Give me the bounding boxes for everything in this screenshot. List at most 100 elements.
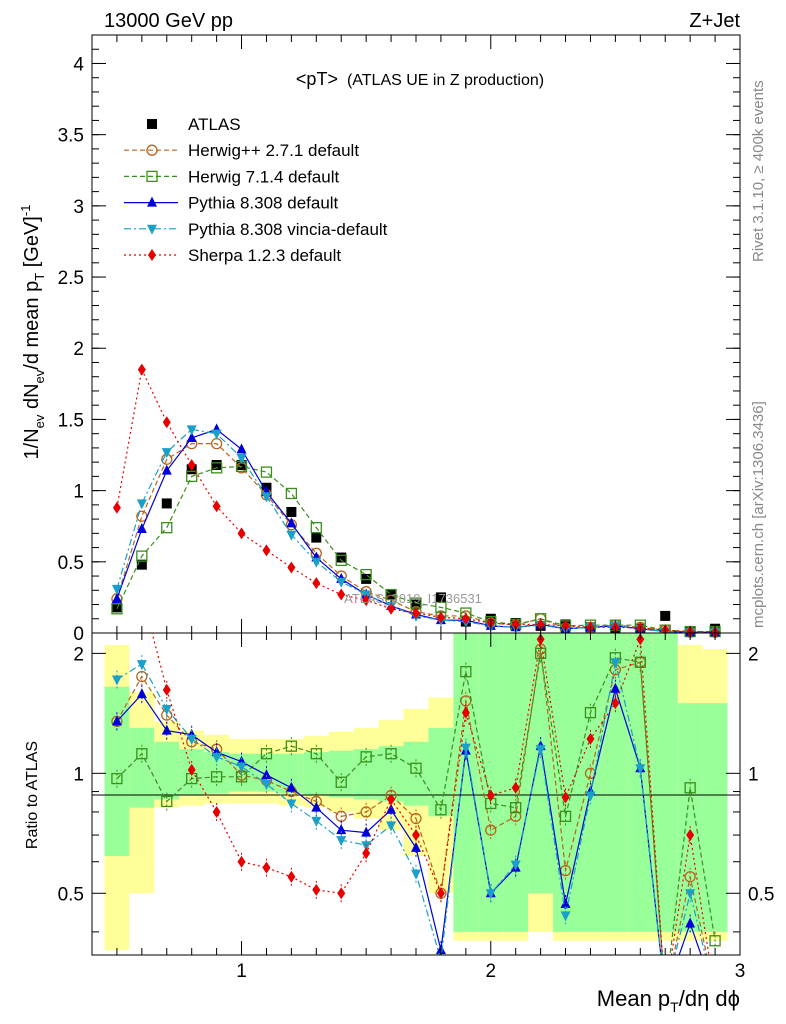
- main-point-herwig7: [186, 470, 198, 483]
- main-y-tick-label: 4: [73, 54, 84, 75]
- ylabel-part-b: dN: [21, 383, 43, 414]
- ratio-point-herwigpp: [410, 812, 422, 825]
- main-point-sherpa: [237, 527, 246, 540]
- ratio-point-sherpa: [686, 829, 695, 842]
- ratio-point-herwig7: [559, 810, 572, 822]
- main-point-atlas: [236, 459, 247, 470]
- ratio-y-tick-label: 2: [73, 644, 84, 665]
- ylabel-sub-c: T: [32, 273, 47, 281]
- main-point-sherpa: [461, 612, 470, 625]
- legend-label-pythia: Pythia 8.308 default: [188, 194, 339, 213]
- legend-label-sherpa: Sherpa 1.2.3 default: [188, 246, 341, 265]
- ratio-point-vincia: [685, 889, 696, 900]
- ratio-point-sherpa: [387, 793, 396, 806]
- main-point-pythia: [161, 464, 172, 475]
- ratio-point-vincia: [460, 743, 471, 754]
- ratio-point-herwig7: [510, 802, 522, 814]
- main-point-sherpa: [112, 501, 121, 514]
- xlabel-sub-a: T: [670, 999, 679, 1015]
- ratio-point-pythia: [311, 801, 322, 812]
- main-point-herwig7: [310, 521, 322, 534]
- legend-label-herwig7: Herwig 7.1.4 default: [188, 167, 339, 186]
- main-y-axis-label: 1/Nev dNev/d mean pT [GeV]-1: [18, 205, 47, 460]
- ratio-point-herwig7: [335, 776, 347, 788]
- ratio-point-vincia: [485, 889, 496, 900]
- ylabel-sup-d: -1: [18, 205, 33, 217]
- ratio-band-inner: [702, 703, 728, 932]
- ratio-point-vincia: [535, 745, 546, 756]
- ratio-point-sherpa: [412, 829, 420, 842]
- main-point-atlas: [411, 599, 421, 610]
- ratio-point-sherpa: [237, 855, 246, 868]
- main-y-tick-label: 2: [73, 339, 84, 360]
- ratio-point-herwig7: [634, 656, 646, 668]
- main-point-herwig7: [385, 588, 397, 601]
- legend-marker-herwig7: [146, 170, 158, 183]
- ratio-point-sherpa: [162, 683, 171, 696]
- main-y-tick-label: 3: [73, 197, 84, 218]
- legend-marker-vincia: [147, 224, 157, 235]
- main-point-herwig7: [161, 521, 173, 534]
- main-point-vincia: [311, 557, 322, 568]
- ratio-panel-axes: 0.5 0.5 1 1 2 2 1 2 3: [58, 633, 774, 982]
- main-y-tick-label: 0.5: [58, 553, 84, 574]
- ratio-y-tick-label: 0.5: [58, 884, 84, 905]
- ratio-point-herwig7: [111, 772, 123, 785]
- ratio-point-sherpa: [187, 763, 196, 776]
- main-point-pythia: [286, 517, 297, 528]
- ratio-point-sherpa: [561, 791, 570, 804]
- main-point-herwig7: [111, 603, 123, 615]
- ratio-point-herwigpp: [360, 806, 372, 818]
- legend-marker-sherpa: [148, 249, 156, 261]
- analysis-watermark: ATLAS_2019_I1736531: [344, 591, 482, 606]
- ratio-point-sherpa: [461, 706, 470, 719]
- ratio-point-herwig7: [460, 665, 472, 678]
- xlabel-part-a: Mean p: [597, 986, 670, 1011]
- main-point-sherpa: [436, 611, 445, 624]
- main-point-atlas: [660, 610, 671, 621]
- main-y-tick-label: 1: [73, 482, 84, 503]
- ratio-point-pythia: [286, 781, 297, 792]
- main-point-sherpa: [212, 500, 221, 513]
- ratio-point-vincia: [211, 752, 222, 763]
- ylabel-part-a: 1/N: [21, 428, 43, 459]
- ratio-point-vincia: [635, 764, 646, 775]
- ratio-panel-marks: [111, 633, 721, 955]
- main-point-sherpa: [312, 577, 321, 590]
- main-point-sherpa: [561, 619, 570, 632]
- legend-marker-atlas: [147, 119, 157, 129]
- main-point-vincia: [136, 499, 147, 510]
- main-point-atlas: [161, 498, 172, 509]
- ratio-band-inner: [303, 752, 329, 796]
- ratio-band-inner: [453, 633, 479, 932]
- ratio-point-sherpa: [287, 870, 296, 883]
- main-point-herwig7: [360, 568, 372, 581]
- ratio-point-pythia: [161, 724, 172, 735]
- ratio-point-herwigpp: [485, 824, 497, 836]
- ratio-point-sherpa: [511, 781, 520, 794]
- ratio-y-tick-label-right: 1: [748, 764, 759, 785]
- ratio-point-vincia: [186, 734, 197, 745]
- ratio-point-herwig7: [310, 748, 322, 760]
- xlabel-part-b: /dη dϕ: [679, 986, 740, 1011]
- ratio-point-vincia: [311, 816, 322, 827]
- main-point-sherpa: [262, 544, 271, 557]
- main-point-atlas: [361, 573, 372, 584]
- x-tick-label: 3: [735, 961, 746, 982]
- main-point-vincia: [236, 453, 247, 464]
- ratio-point-pythia: [411, 841, 421, 852]
- x-tick-label: 2: [485, 961, 496, 982]
- ratio-point-sherpa: [262, 861, 271, 874]
- main-point-sherpa: [412, 607, 420, 620]
- main-point-vincia: [186, 425, 197, 436]
- main-point-atlas: [435, 592, 446, 603]
- ratio-band-inner: [578, 633, 603, 932]
- ratio-band-inner: [478, 633, 504, 932]
- ratio-band-inner: [528, 633, 554, 894]
- main-point-vincia: [261, 492, 272, 503]
- main-panel-axes: 0 0.5 1 1.5 2 2.5 3 3.5 4: [58, 34, 741, 645]
- ratio-point-pythia: [361, 826, 372, 837]
- ratio-point-pythia: [111, 715, 122, 726]
- main-point-vincia: [161, 448, 172, 459]
- rivet-version-label: Rivet 3.1.10, ≥ 400k events: [750, 80, 767, 262]
